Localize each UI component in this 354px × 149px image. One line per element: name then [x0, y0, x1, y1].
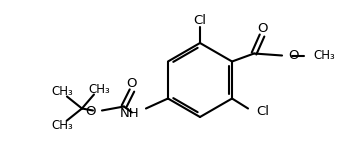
- Text: NH: NH: [119, 107, 139, 120]
- Text: O: O: [257, 22, 267, 35]
- Text: O: O: [127, 77, 137, 90]
- Text: Cl: Cl: [256, 105, 269, 118]
- Text: CH₃: CH₃: [51, 85, 73, 98]
- Text: CH₃: CH₃: [313, 49, 335, 62]
- Text: Cl: Cl: [194, 14, 206, 27]
- Text: O: O: [288, 49, 298, 62]
- Text: O: O: [85, 105, 96, 118]
- Text: CH₃: CH₃: [88, 83, 110, 96]
- Text: CH₃: CH₃: [51, 119, 73, 132]
